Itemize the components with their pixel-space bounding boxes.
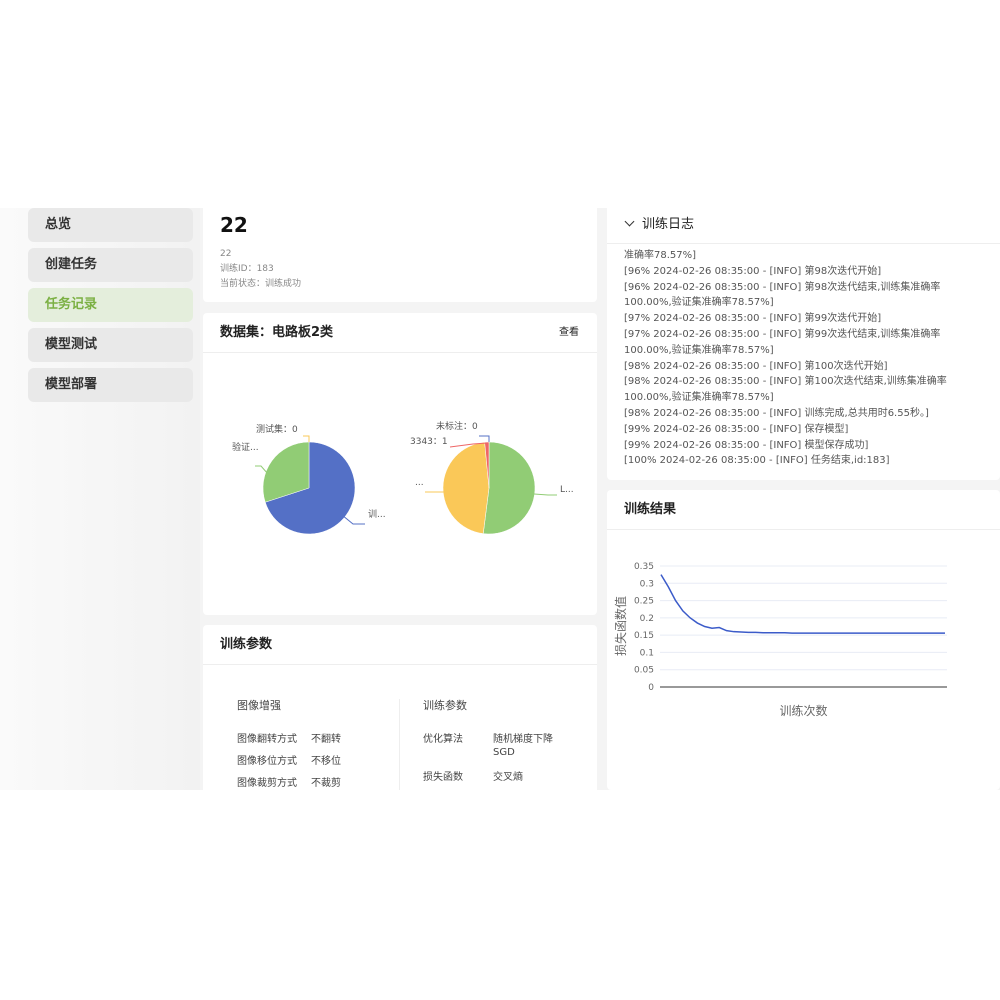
sidebar-item-overview[interactable]: 总览 bbox=[28, 208, 193, 242]
dataset-title: 数据集：电路板2类 bbox=[220, 325, 334, 340]
view-dataset-link[interactable]: 查看 bbox=[559, 327, 579, 338]
result-header: 训练结果 bbox=[607, 490, 1000, 530]
params-header: 训练参数 bbox=[203, 625, 597, 665]
loss-series-line bbox=[660, 574, 945, 634]
y-tick-label: 0.05 bbox=[634, 666, 654, 676]
log-line: [99% 2024-02-26 08:35:00 - [INFO] 模型保存成功… bbox=[624, 439, 869, 451]
log-content[interactable]: 准确率78.57%] [96% 2024-02-26 08:35:00 - [IN… bbox=[607, 244, 1000, 469]
y-tick-label: 0.35 bbox=[634, 562, 654, 572]
pie2-label-yellow: ... bbox=[415, 478, 424, 488]
log-line: 准确率78.57%] bbox=[624, 250, 697, 261]
sidebar-item-model-deploy[interactable]: 模型部署 bbox=[28, 368, 193, 402]
train-params-title: 训练参数 bbox=[423, 699, 467, 712]
pie-label-line bbox=[303, 435, 310, 442]
log-title: 训练日志 bbox=[642, 217, 695, 232]
aug-title: 图像增强 bbox=[237, 699, 281, 712]
training-result-card: 训练结果 0 0.05 0.1 0.15 0.2 0.25 0.3 0.35 训练次数 损失函数值 bbox=[607, 490, 1000, 790]
task-title: 22 bbox=[220, 213, 248, 237]
pie2-label-unlabeled: 未标注：0 bbox=[436, 422, 478, 432]
pie-label-line bbox=[255, 465, 269, 475]
task-name: 22 bbox=[220, 249, 232, 259]
params-divider bbox=[399, 699, 400, 790]
x-axis-label: 训练次数 bbox=[779, 703, 827, 718]
log-line: [98% 2024-02-26 08:35:00 - [INFO] 第100次迭… bbox=[624, 376, 947, 404]
loss-line-chart: 0 0.05 0.1 0.15 0.2 0.25 0.3 0.35 训练次数 损失函数值 bbox=[613, 562, 947, 718]
pie-label-line bbox=[533, 493, 557, 496]
task-status: 当前状态：训练成功 bbox=[220, 279, 302, 289]
aug-crop-key: 图像裁剪方式 bbox=[237, 778, 297, 789]
log-line: [98% 2024-02-26 08:35:00 - [INFO] 训练完成,总… bbox=[624, 407, 929, 419]
pie-label-line bbox=[479, 435, 490, 442]
optimizer-key: 优化算法 bbox=[423, 734, 463, 745]
dataset-header: 数据集：电路板2类 查看 bbox=[203, 313, 597, 353]
chevron-down-icon[interactable] bbox=[624, 216, 635, 227]
aug-flip-value: 不翻转 bbox=[311, 734, 341, 745]
dataset-card: 数据集：电路板2类 查看 测试集：0 验证... 训... 未标注：0 3343… bbox=[203, 313, 597, 615]
app: 总览 创建任务 任务记录 模型测试 模型部署 22 22 训练ID：183 当前… bbox=[0, 208, 1000, 790]
y-tick-label: 0.1 bbox=[640, 648, 654, 658]
pie-label-line bbox=[341, 514, 365, 525]
y-tick-label: 0.15 bbox=[634, 631, 654, 641]
pie1-slice[interactable] bbox=[264, 441, 356, 535]
y-tick-label: 0.2 bbox=[640, 614, 654, 624]
y-axis-label: 损失函数值 bbox=[613, 596, 628, 656]
log-header[interactable]: 训练日志 bbox=[607, 208, 1000, 244]
task-info-card: 22 22 训练ID：183 当前状态：训练成功 bbox=[203, 208, 597, 302]
y-tick-label: 0.25 bbox=[634, 597, 654, 607]
y-tick-label: 0.3 bbox=[640, 579, 654, 589]
task-id: 训练ID：183 bbox=[220, 264, 274, 274]
pie1-label-test: 测试集：0 bbox=[256, 425, 298, 435]
log-line: [96% 2024-02-26 08:35:00 - [INFO] 第98次迭代… bbox=[624, 265, 882, 277]
aug-shift-key: 图像移位方式 bbox=[237, 756, 297, 767]
optimizer-value: 随机梯度下降 bbox=[493, 734, 553, 745]
log-line: [97% 2024-02-26 08:35:00 - [INFO] 第99次迭代… bbox=[624, 328, 941, 356]
aug-crop-value: 不裁剪 bbox=[311, 778, 341, 789]
aug-shift-value: 不移位 bbox=[311, 756, 341, 767]
training-log-card: 训练日志 准确率78.57%] [96% 2024-02-26 08:35:00 … bbox=[607, 208, 1000, 480]
pie2-label-3343: 3343：1 bbox=[410, 437, 448, 447]
dataset-pie-charts bbox=[255, 435, 557, 535]
pie1-label-val: 验证... bbox=[232, 443, 259, 453]
loss-key: 损失函数 bbox=[423, 772, 463, 783]
pie1-slice[interactable] bbox=[262, 441, 310, 503]
aug-flip-key: 图像翻转方式 bbox=[237, 734, 297, 745]
sidebar-item-task-records[interactable]: 任务记录 bbox=[28, 288, 193, 322]
sidebar-item-model-test[interactable]: 模型测试 bbox=[28, 328, 193, 362]
log-line: [98% 2024-02-26 08:35:00 - [INFO] 第100次迭… bbox=[624, 360, 888, 372]
log-line: [100% 2024-02-26 08:35:00 - [INFO] 任务结束,… bbox=[624, 455, 890, 467]
pie2-slice[interactable] bbox=[442, 441, 490, 534]
params-card: 训练参数 图像增强 图像翻转方式 不翻转 图像移位方式 不移位 图像裁剪方式 不… bbox=[203, 625, 597, 790]
pie2-slice[interactable] bbox=[482, 441, 536, 535]
pie2-label-green: L... bbox=[560, 485, 574, 495]
sidebar: 总览 创建任务 任务记录 模型测试 模型部署 bbox=[0, 208, 200, 790]
sidebar-item-create-task[interactable]: 创建任务 bbox=[28, 248, 193, 282]
loss-value: 交叉熵 bbox=[493, 772, 523, 783]
log-line: [97% 2024-02-26 08:35:00 - [INFO] 第99次迭代… bbox=[624, 313, 882, 325]
log-line: [96% 2024-02-26 08:35:00 - [INFO] 第98次迭代… bbox=[624, 281, 941, 309]
pie1-label-train: 训... bbox=[368, 510, 386, 520]
pie-label-line bbox=[449, 442, 488, 448]
y-tick-label: 0 bbox=[648, 683, 654, 693]
optimizer-value-abbr: SGD bbox=[493, 747, 515, 758]
log-line: [99% 2024-02-26 08:35:00 - [INFO] 保存模型] bbox=[624, 423, 849, 435]
